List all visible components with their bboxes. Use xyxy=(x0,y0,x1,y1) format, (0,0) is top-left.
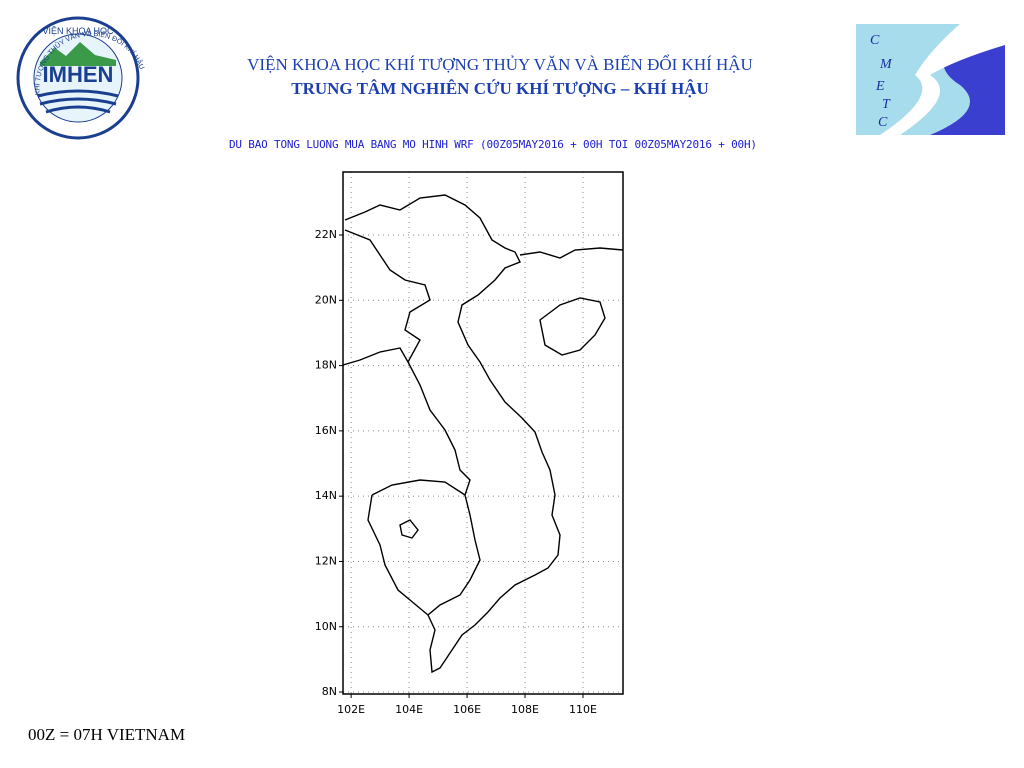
y-tick-label: 8N xyxy=(322,685,337,698)
logo-letter: C xyxy=(870,33,880,48)
y-tick-label: 12N xyxy=(315,554,337,567)
y-tick-label: 18N xyxy=(315,359,337,372)
x-tick-label: 102E xyxy=(337,703,365,716)
logo-letter: C xyxy=(878,115,888,130)
x-tick-label: 108E xyxy=(511,703,539,716)
x-tick-label: 106E xyxy=(453,703,481,716)
coastlines xyxy=(342,194,624,674)
logo-letter: E xyxy=(875,79,885,94)
logo-name: IMHEN xyxy=(43,62,114,87)
header-title: VIỆN KHOA HỌC KHÍ TƯỢNG THỦY VĂN VÀ BIẾN… xyxy=(247,54,753,74)
grid xyxy=(343,172,623,694)
footer-note: 00Z = 07H VIETNAM xyxy=(28,725,185,744)
y-tick-label: 14N xyxy=(315,489,337,502)
logo-top-text: VIỆN KHOA HỌC xyxy=(42,26,114,36)
header-subtitle: TRUNG TÂM NGHIÊN CỨU KHÍ TƯỢNG – KHÍ HẬU xyxy=(291,79,708,98)
map-title: DU BAO TONG LUONG MUA BANG MO HINH WRF (… xyxy=(229,138,757,151)
y-tick-label: 20N xyxy=(315,293,337,306)
logo-letter: M xyxy=(879,57,893,72)
logo-left: IMHEN VIỆN KHOA HỌC KHÍ TƯỢNG THỦY VĂN V… xyxy=(16,16,145,140)
y-tick-label: 10N xyxy=(315,620,337,633)
logo-letter: T xyxy=(882,97,891,112)
map-frame xyxy=(342,171,624,695)
x-tick-label: 104E xyxy=(395,703,423,716)
y-tick-label: 22N xyxy=(315,228,337,241)
y-tick-label: 16N xyxy=(315,424,337,437)
x-tick-label: 110E xyxy=(569,703,597,716)
